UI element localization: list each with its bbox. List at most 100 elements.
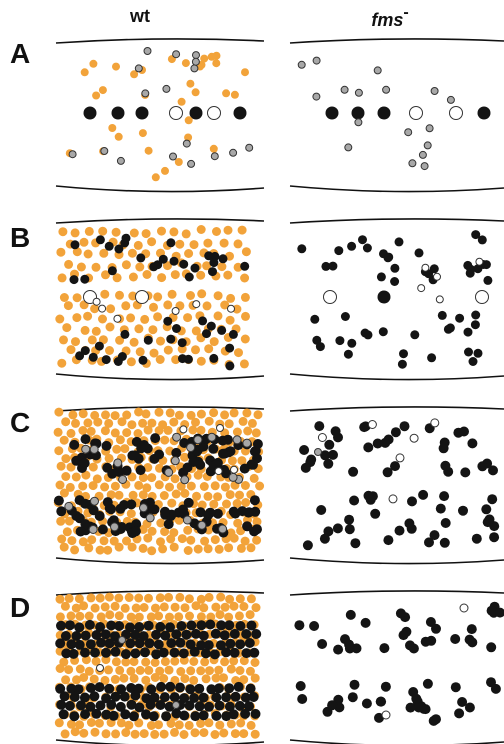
xanthophore-dot	[134, 612, 144, 622]
xanthophore-dot	[81, 470, 91, 480]
xanthophore-dot	[170, 474, 180, 484]
xanthophore-dot	[84, 611, 94, 621]
melanophore-dot	[198, 692, 209, 703]
melanophore-dot	[143, 335, 153, 345]
melanophore-dot	[335, 336, 345, 346]
xanthophore-dot	[252, 535, 262, 545]
xanthophore-dot	[98, 314, 107, 324]
melanophore-dot	[65, 620, 75, 631]
xanthophore-dot	[66, 345, 76, 355]
melanophore-dot	[383, 253, 393, 263]
melanophore-dot	[464, 702, 475, 713]
xanthophore-dot	[110, 674, 120, 684]
xanthophore-dot	[189, 657, 199, 666]
melanophore-dot	[350, 538, 361, 549]
melanophore-dot	[135, 465, 146, 476]
xanthophore-dot	[215, 610, 225, 620]
xanthophore-dot	[108, 124, 117, 132]
melanophore-dot	[216, 620, 227, 631]
xanthophore-dot	[220, 410, 230, 420]
xanthophore-dot	[245, 610, 255, 620]
melanophore-dot	[450, 682, 461, 693]
xanthophore-dot	[237, 225, 247, 235]
xanthophore-dot	[61, 417, 71, 427]
melanophore-dot	[470, 320, 480, 330]
xanthophore-dot	[57, 273, 67, 283]
melanophore-dot	[69, 711, 80, 722]
panel-top-boundary	[289, 406, 504, 412]
iridophore-dot	[314, 448, 322, 456]
xanthophore-dot	[184, 116, 193, 125]
iridophore-dot	[245, 143, 254, 152]
melanophore-dot	[139, 440, 150, 450]
melanophore-dot	[138, 355, 148, 365]
melanophore-dot	[316, 505, 327, 515]
xanthophore-dot	[121, 301, 131, 311]
xanthophore-dot	[101, 729, 111, 739]
xanthophore-dot	[196, 356, 206, 366]
melanophore-dot	[224, 683, 235, 694]
xanthophore-dot	[134, 407, 144, 417]
melanophore-dot	[70, 240, 80, 250]
xanthophore-dot	[183, 546, 193, 555]
iridophore-dot	[210, 152, 219, 161]
xanthophore-dot	[62, 323, 72, 333]
xanthophore-dot	[193, 470, 203, 480]
melanophore-dot	[96, 637, 106, 648]
xanthophore-dot	[191, 601, 201, 611]
xanthophore-dot	[122, 536, 131, 546]
melanophore-dot	[408, 643, 419, 654]
xanthophore-dot	[224, 419, 234, 429]
panel-top-boundary	[55, 38, 265, 44]
melanophore-dot	[111, 106, 125, 120]
xanthophore-dot	[116, 718, 126, 728]
melanophore-dot	[85, 701, 96, 712]
xanthophore-dot	[98, 86, 107, 95]
xanthophore-dot	[250, 673, 260, 683]
melanophore-dot	[196, 620, 207, 631]
melanophore-dot	[114, 244, 124, 254]
unpigmented-dot	[409, 433, 419, 443]
melanophore-dot	[80, 434, 91, 445]
xanthophore-dot	[183, 525, 193, 535]
unpigmented-dot	[169, 106, 183, 120]
melanophore-dot	[101, 440, 112, 451]
iridophore-dot	[110, 522, 119, 532]
xanthophore-dot	[154, 480, 164, 490]
xanthophore-dot	[236, 543, 246, 553]
melanophore-dot	[399, 421, 410, 432]
xanthophore-dot	[111, 729, 121, 739]
xanthophore-dot	[210, 730, 220, 739]
iridophore-dot	[232, 435, 242, 445]
xanthophore-dot	[60, 729, 70, 739]
xanthophore-dot	[135, 262, 145, 272]
xanthophore-dot	[180, 452, 190, 462]
melanophore-dot	[370, 508, 381, 519]
xanthophore-dot	[114, 593, 124, 603]
melanophore-dot	[151, 629, 162, 640]
melanophore-dot	[244, 638, 255, 648]
melanophore-dot	[224, 701, 235, 712]
iridophore-dot	[187, 159, 196, 168]
melanophore-dot	[407, 496, 417, 507]
melanophore-dot	[221, 692, 232, 703]
xanthophore-dot	[166, 719, 176, 728]
xanthophore-dot	[110, 481, 120, 491]
xanthophore-dot	[184, 594, 194, 604]
melanophore-dot	[344, 514, 355, 525]
xanthophore-dot	[121, 260, 131, 270]
melanophore-dot	[246, 620, 257, 631]
panel-bottom-boundary	[55, 557, 265, 565]
melanophore-dot	[115, 503, 126, 514]
melanophore-dot	[349, 679, 360, 690]
xanthophore-dot	[239, 675, 249, 685]
xanthophore-dot	[170, 727, 179, 737]
panel-c-wt	[53, 406, 265, 565]
melanophore-dot	[328, 449, 338, 460]
xanthophore-dot	[159, 674, 169, 683]
unpigmented-dot	[388, 494, 398, 504]
panel-bottom-boundary	[55, 739, 265, 744]
xanthophore-dot	[57, 534, 67, 544]
xanthophore-dot	[174, 410, 184, 420]
